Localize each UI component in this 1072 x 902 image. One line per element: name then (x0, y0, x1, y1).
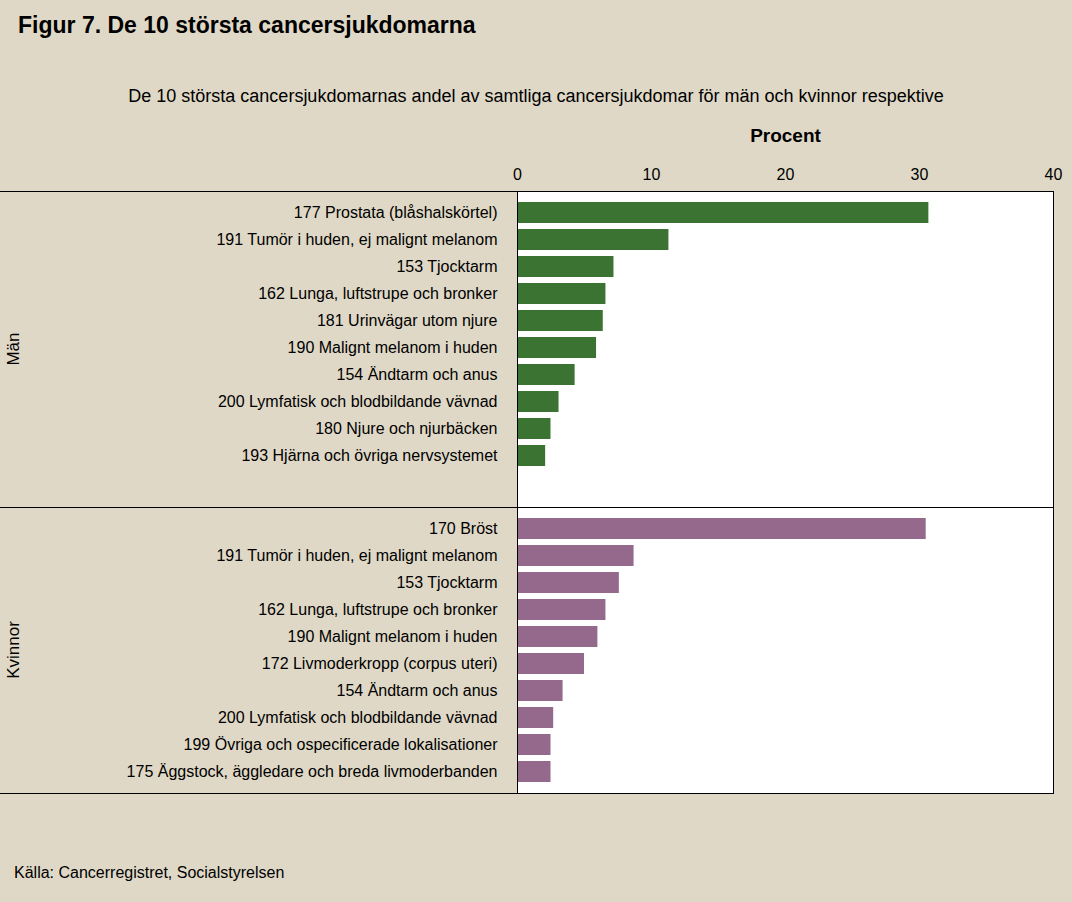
svg-text:181 Urinvägar utom njure: 181 Urinvägar utom njure (317, 312, 498, 329)
svg-text:190 Malignt melanom i huden: 190 Malignt melanom i huden (288, 339, 498, 356)
svg-text:40: 40 (1045, 166, 1063, 183)
svg-text:153 Tjocktarm: 153 Tjocktarm (396, 258, 497, 275)
svg-text:20: 20 (777, 166, 795, 183)
svg-text:191 Tumör i huden, ej malignt: 191 Tumör i huden, ej malignt melanom (216, 231, 497, 248)
html-text:Män: Män (4, 332, 23, 366)
svg-text:190 Malignt melanom i huden: 190 Malignt melanom i huden (288, 628, 498, 645)
svg-text:10: 10 (643, 166, 661, 183)
svg-text:199 Övriga och ospecificerade: 199 Övriga och ospecificerade lokalisati… (184, 736, 499, 753)
svg-text:0: 0 (513, 166, 522, 183)
svg-text:172 Livmoderkropp (corpus uter: 172 Livmoderkropp (corpus uteri) (262, 655, 498, 672)
html-text:Kvinnor: Kvinnor (4, 621, 23, 679)
svg-text:193 Hjärna och övriga nervsyst: 193 Hjärna och övriga nervsystemet (241, 447, 498, 464)
svg-text:154 Ändtarm och anus: 154 Ändtarm och anus (337, 682, 498, 699)
svg-text:162 Lunga, luftstrupe och bron: 162 Lunga, luftstrupe och bronker (258, 285, 498, 302)
html-text:Källa: Cancerregistret, Social: Källa: Cancerregistret, Socialstyrelsen (14, 864, 285, 881)
svg-text:200 Lymfatisk och blodbildande: 200 Lymfatisk och blodbildande vävnad (218, 393, 498, 410)
svg-text:175 Äggstock, äggledare och br: 175 Äggstock, äggledare och breda livmod… (127, 763, 498, 780)
svg-text:180 Njure och njurbäcken: 180 Njure och njurbäcken (315, 420, 497, 437)
html-text:De 10 största cancersjukdomarn: De 10 största cancersjukdomarnas andel a… (128, 86, 944, 106)
svg-text:Procent: Procent (750, 125, 821, 146)
svg-text:154 Ändtarm och anus: 154 Ändtarm och anus (337, 366, 498, 383)
svg-text:191 Tumör i huden, ej malignt: 191 Tumör i huden, ej malignt melanom (216, 547, 497, 564)
svg-text:30: 30 (911, 166, 929, 183)
svg-text:177 Prostata (blåshalskörtel): 177 Prostata (blåshalskörtel) (294, 204, 498, 221)
svg-text:153 Tjocktarm: 153 Tjocktarm (396, 574, 497, 591)
svg-text:162 Lunga, luftstrupe och bron: 162 Lunga, luftstrupe och bronker (258, 601, 498, 618)
svg-text:200 Lymfatisk och blodbildande: 200 Lymfatisk och blodbildande vävnad (218, 709, 498, 726)
html-text:Figur 7. De 10 största cancers: Figur 7. De 10 största cancersjukdomarna (18, 12, 476, 38)
svg-text:170 Bröst: 170 Bröst (429, 520, 498, 537)
